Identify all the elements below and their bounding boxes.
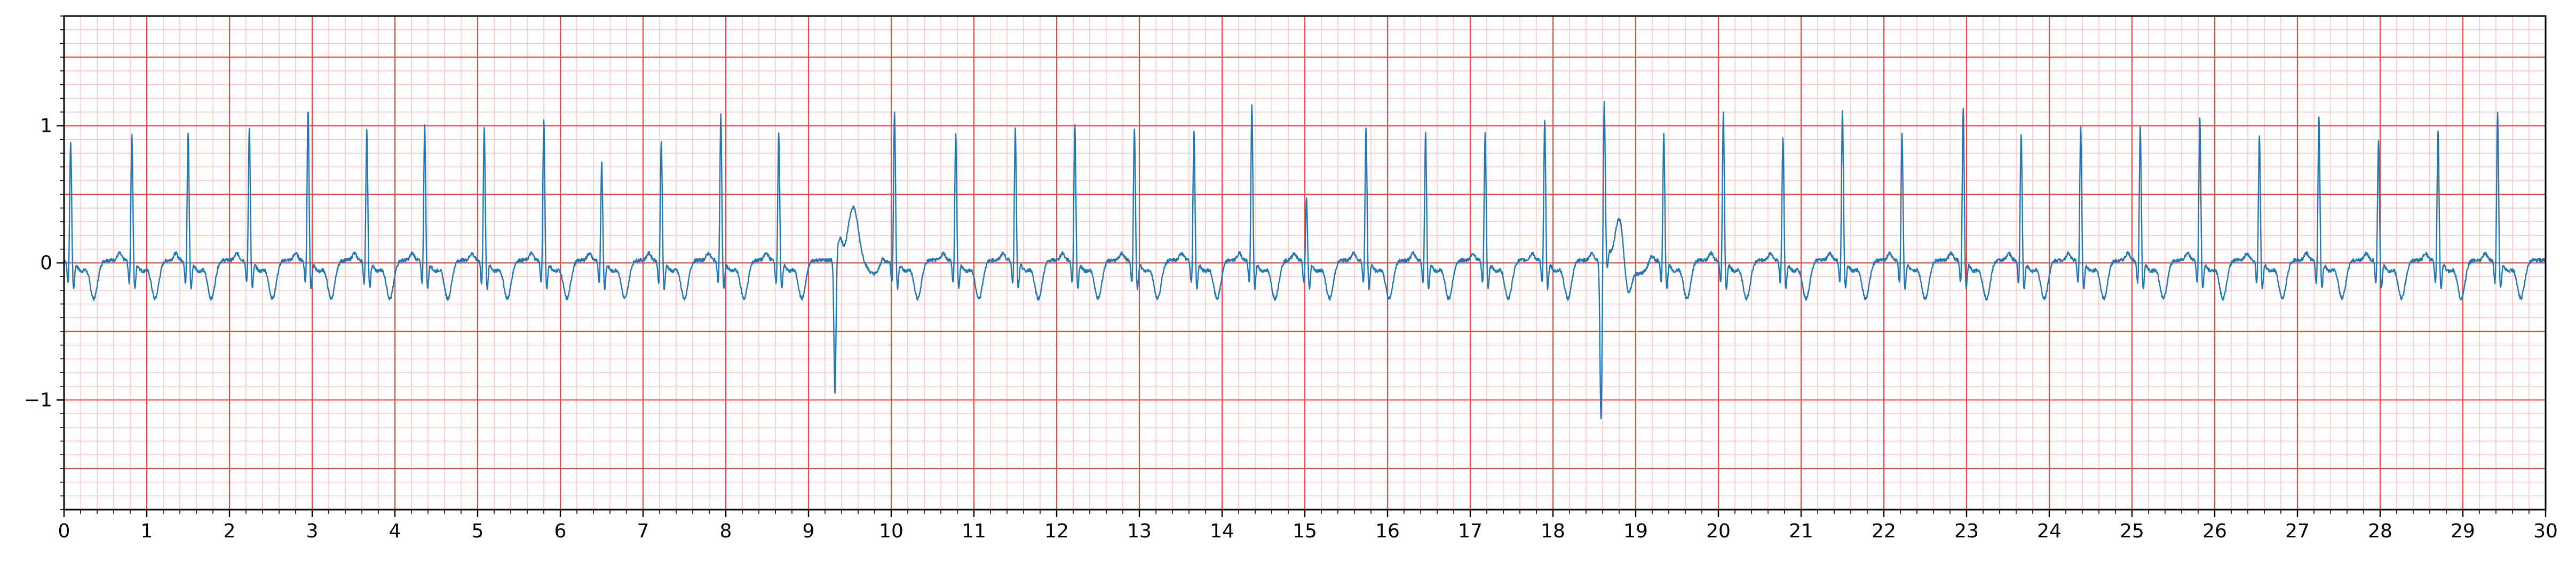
x-tick-label: 22 [1872, 520, 1896, 542]
y-tick-label: −1 [24, 389, 52, 411]
y-tick-label: 1 [40, 115, 52, 137]
x-tick-label: 7 [637, 520, 649, 542]
x-tick-label: 12 [1044, 520, 1069, 542]
x-tick-label: 18 [1541, 520, 1565, 542]
major-grid [63, 16, 2547, 510]
y-tick-label: 0 [40, 252, 52, 274]
x-tick-label: 11 [962, 520, 986, 542]
x-tick-label: 29 [2451, 520, 2475, 542]
x-tick-label: 15 [1293, 520, 1317, 542]
x-tick-label: 23 [1954, 520, 1979, 542]
ecg-trace-line [64, 101, 2546, 419]
plot-area [64, 101, 2546, 419]
x-tick-label: 2 [224, 520, 236, 542]
x-tick-label: 0 [58, 520, 70, 542]
x-tick-label: 10 [879, 520, 903, 542]
x-tick-label: 5 [472, 520, 484, 542]
x-tick-label: 25 [2120, 520, 2144, 542]
x-tick-label: 14 [1210, 520, 1234, 542]
x-tick-label: 1 [141, 520, 153, 542]
x-tick-label: 20 [1706, 520, 1731, 542]
x-tick-label: 13 [1127, 520, 1152, 542]
x-tick-label: 24 [2037, 520, 2062, 542]
x-tick-label: 6 [554, 520, 567, 542]
x-tick-label: 26 [2202, 520, 2227, 542]
x-tick-label: 28 [2368, 520, 2392, 542]
x-tick-label: 4 [389, 520, 401, 542]
y-axis: 1 0 −1 [24, 15, 64, 510]
x-tick-label: 8 [720, 520, 732, 542]
x-tick-label: 30 [2533, 520, 2558, 542]
x-tick-label: 9 [803, 520, 815, 542]
x-tick-label: 19 [1623, 520, 1648, 542]
x-tick-label: 17 [1458, 520, 1483, 542]
x-axis: 0 1 2 3 4 5 6 7 8 9 10 11 12 13 14 15 16 17 18 19 20 21 22 23 24… [58, 510, 2558, 542]
x-tick-label: 3 [306, 520, 319, 542]
x-tick-label: 27 [2285, 520, 2310, 542]
x-tick-label: 16 [1375, 520, 1400, 542]
x-tick-label: 21 [1789, 520, 1813, 542]
